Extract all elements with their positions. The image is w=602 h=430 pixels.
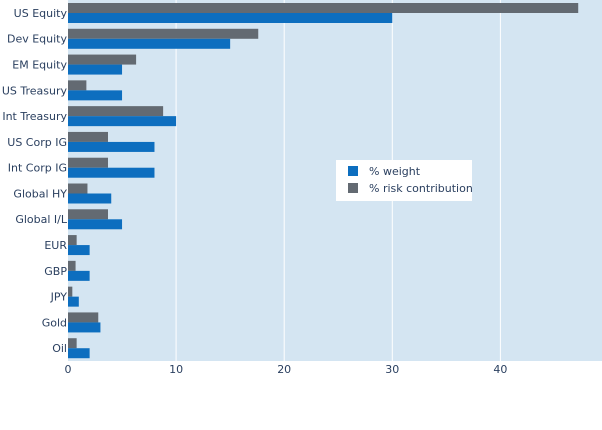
category-label: EUR — [44, 239, 67, 252]
legend-label: % weight — [369, 165, 421, 178]
weight-bar — [68, 219, 123, 230]
risk-bar — [68, 209, 108, 220]
weight-bar — [68, 270, 90, 281]
legend-swatch — [348, 183, 358, 193]
x-tick-label: 20 — [277, 363, 291, 376]
legend: % weight % risk contribution — [336, 160, 473, 201]
risk-bar — [68, 3, 579, 13]
weight-bar — [68, 348, 90, 359]
risk-bar — [68, 28, 259, 39]
weight-bar — [68, 141, 155, 152]
category-label: GBP — [44, 265, 67, 278]
category-label: US Equity — [14, 7, 68, 20]
category-label: Int Treasury — [2, 110, 67, 123]
risk-bar — [68, 106, 164, 117]
category-labels: US Equity Dev Equity EM Equity US Treasury I… — [2, 7, 68, 355]
weight-bar — [68, 64, 123, 75]
legend-swatch — [348, 166, 358, 176]
plot-background — [68, 0, 602, 361]
weight-bar — [68, 322, 101, 333]
risk-bar — [68, 312, 99, 323]
weight-bar — [68, 296, 79, 307]
risk-bar — [68, 235, 77, 246]
risk-bar — [68, 80, 87, 91]
weight-bar — [68, 193, 112, 204]
category-label: Oil — [52, 342, 67, 355]
risk-bar — [68, 157, 108, 168]
x-tick-labels: 0 10 20 30 40 — [65, 363, 508, 376]
legend-label: % risk contribution — [369, 182, 473, 195]
x-tick-label: 0 — [65, 363, 72, 376]
category-label: EM Equity — [12, 58, 67, 71]
category-label: Gold — [42, 316, 67, 329]
category-label: US Treasury — [2, 84, 68, 97]
risk-bar — [68, 131, 108, 142]
risk-bar — [68, 183, 88, 194]
x-tick-label: 30 — [385, 363, 399, 376]
weight-bar — [68, 38, 231, 49]
bars — [68, 3, 579, 359]
weight-bar — [68, 116, 177, 127]
weight-bar — [68, 167, 155, 178]
risk-bar — [68, 286, 73, 297]
category-label: US Corp IG — [7, 136, 67, 149]
risk-bar — [68, 338, 77, 349]
category-label: Dev Equity — [7, 33, 68, 46]
legend-box — [336, 160, 472, 201]
weight-bar — [68, 245, 90, 256]
x-tick-label: 40 — [493, 363, 507, 376]
weight-bar — [68, 90, 123, 101]
risk-bar — [68, 260, 76, 271]
x-tick-label: 10 — [169, 363, 183, 376]
category-label: Int Corp IG — [8, 162, 67, 175]
risk-bar — [68, 54, 137, 65]
category-label: JPY — [50, 291, 68, 304]
weight-bar — [68, 13, 393, 23]
category-label: Global HY — [13, 187, 67, 200]
category-label: Global I/L — [15, 213, 68, 226]
